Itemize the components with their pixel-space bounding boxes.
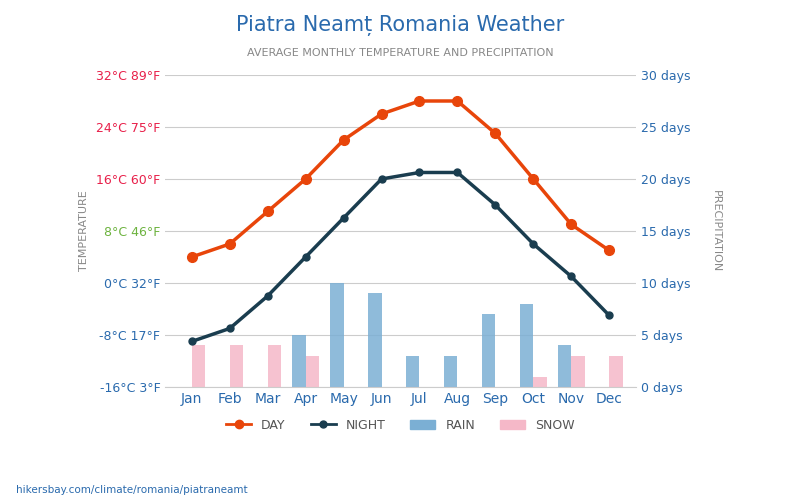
Bar: [330, 283, 343, 387]
Bar: [610, 356, 622, 387]
Text: AVERAGE MONTHLY TEMPERATURE AND PRECIPITATION: AVERAGE MONTHLY TEMPERATURE AND PRECIPIT…: [246, 48, 554, 58]
Bar: [292, 335, 306, 387]
Bar: [192, 346, 205, 387]
Text: Piatra Neamț Romania Weather: Piatra Neamț Romania Weather: [236, 15, 564, 36]
Text: hikersbay.com/climate/romania/piatraneamt: hikersbay.com/climate/romania/piatraneam…: [16, 485, 248, 495]
Bar: [558, 346, 571, 387]
Bar: [368, 294, 382, 387]
Y-axis label: PRECIPITATION: PRECIPITATION: [711, 190, 721, 272]
Bar: [444, 356, 458, 387]
Bar: [482, 314, 495, 387]
Y-axis label: TEMPERATURE: TEMPERATURE: [79, 190, 89, 272]
Bar: [520, 304, 534, 387]
Bar: [306, 356, 319, 387]
Bar: [571, 356, 585, 387]
Legend: DAY, NIGHT, RAIN, SNOW: DAY, NIGHT, RAIN, SNOW: [221, 414, 580, 437]
Bar: [268, 346, 281, 387]
Bar: [230, 346, 243, 387]
Bar: [534, 376, 546, 387]
Bar: [406, 356, 419, 387]
